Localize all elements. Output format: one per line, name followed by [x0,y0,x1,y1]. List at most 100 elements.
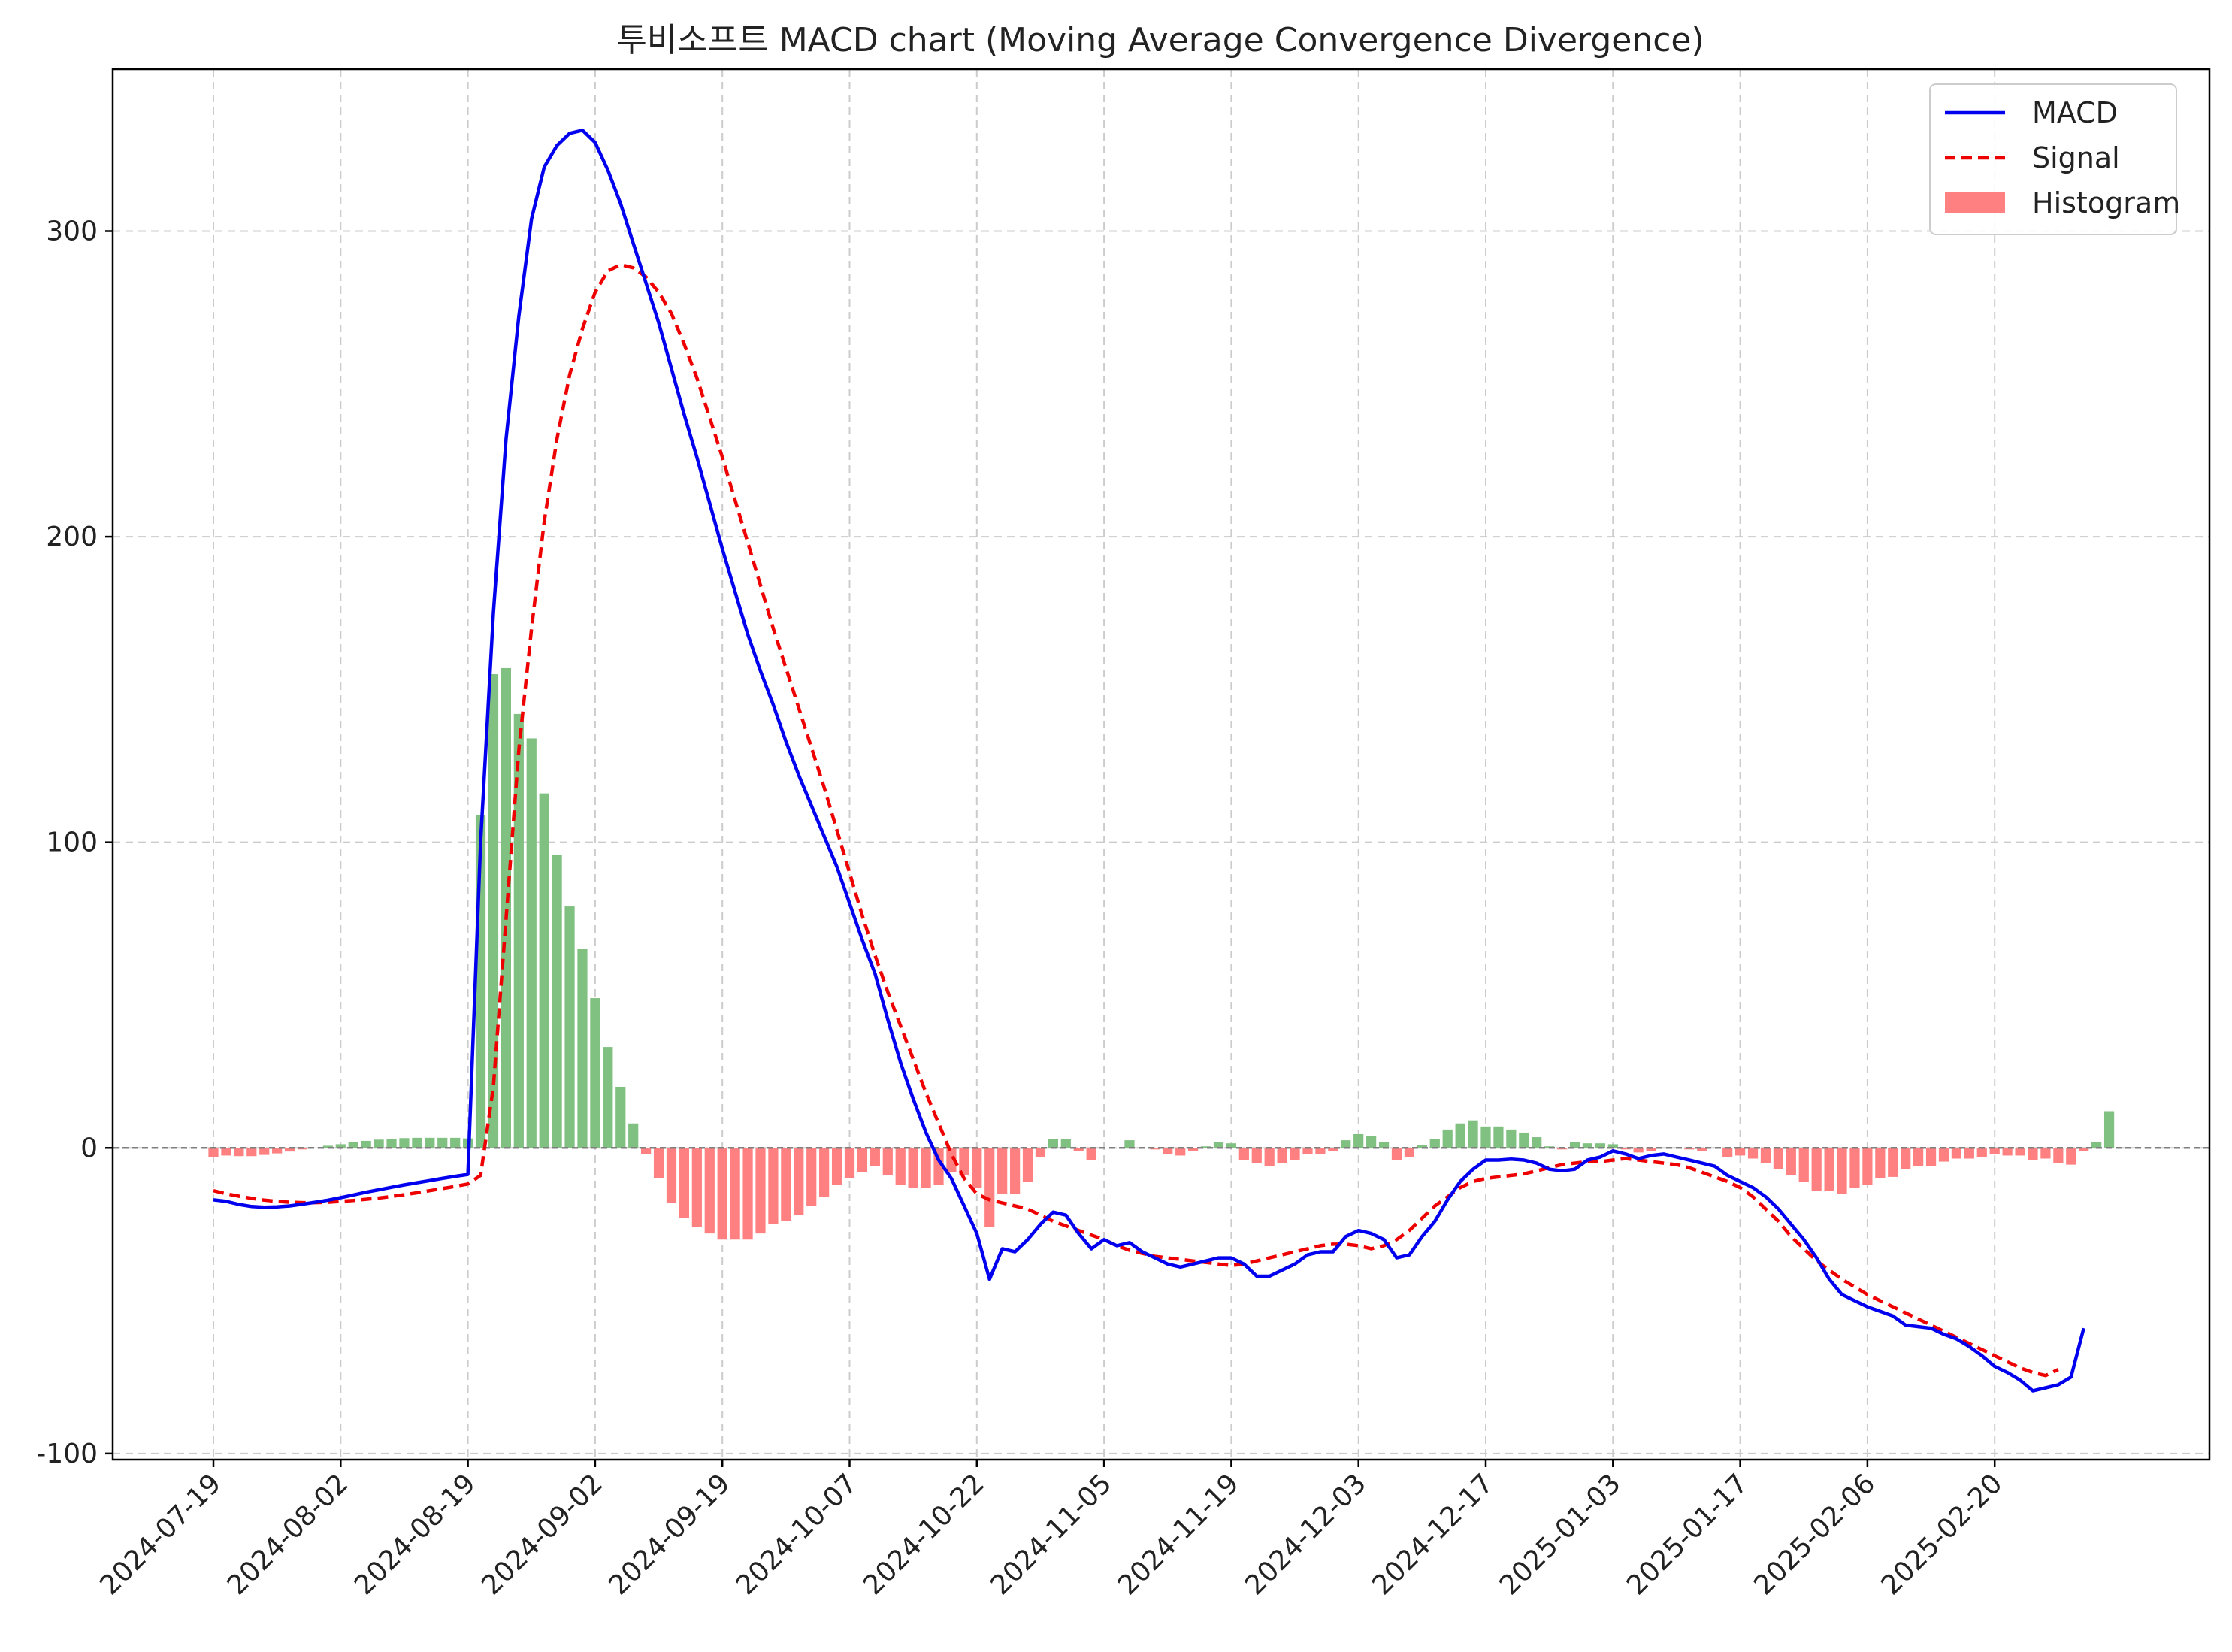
histogram-bar [691,1148,702,1227]
histogram-bar [399,1138,410,1148]
histogram-bar [1786,1148,1796,1175]
histogram-bar [1226,1143,1237,1148]
legend-signal-label: Signal [2032,141,2120,174]
histogram-bar [450,1137,461,1148]
legend-macd-label: MACD [2032,96,2118,129]
histogram-bar [1455,1123,1465,1148]
histogram-bar [1747,1148,1759,1159]
histogram-bar [425,1137,435,1148]
histogram-bar [704,1148,715,1234]
histogram-bar [959,1148,969,1175]
histogram-bar [501,667,511,1148]
histogram-bar [1073,1148,1084,1151]
histogram-bar [1391,1148,1402,1160]
histogram-bar [946,1148,957,1172]
histogram-bar [819,1148,830,1197]
histogram-bar [1506,1129,1517,1148]
histogram-bar [437,1137,448,1148]
histogram-bar [1976,1148,1987,1157]
histogram-bar [539,793,549,1148]
histogram-bar [831,1148,842,1185]
histogram-bars [208,667,2115,1240]
series-lines [213,129,2085,1393]
histogram-bar [208,1148,219,1157]
histogram-bar [1925,1148,1937,1166]
histogram-bar [972,1148,982,1188]
histogram-bar [1302,1148,1313,1154]
histogram-bar [1150,1148,1160,1150]
histogram-bar [1798,1148,1809,1182]
histogram-bar [259,1148,270,1155]
histogram-bar [590,998,600,1148]
histogram-bar [1086,1148,1096,1160]
plot-frame [111,68,2211,1461]
histogram-bar [1009,1148,1021,1194]
histogram-bar [361,1140,371,1148]
histogram-bar [1200,1146,1211,1148]
histogram-bar [552,854,562,1148]
histogram-bar [1951,1148,1962,1159]
histogram-bar [895,1148,906,1185]
histogram-bar [488,674,499,1148]
histogram-bar [2040,1148,2051,1159]
histogram-bar [1760,1148,1771,1163]
histogram-bar [2091,1142,2102,1148]
histogram-bar [1888,1148,1898,1177]
histogram-bar [1989,1148,2000,1154]
histogram-bar [1378,1142,1390,1148]
histogram-bar [1849,1148,1860,1188]
histogram-bar [603,1047,613,1148]
histogram-bar [806,1148,817,1206]
histogram-bar [615,1086,626,1148]
histogram-bar [2053,1148,2064,1163]
histogram-bar [1480,1126,1491,1148]
histogram-bar [1875,1148,1886,1178]
histogram-bar [234,1148,244,1157]
histogram-bar [1175,1148,1186,1156]
y-tick-label: 100 [46,828,98,858]
histogram-bar [1366,1136,1377,1148]
y-tick-label: 0 [80,1133,98,1163]
histogram-bar [1901,1148,1911,1169]
histogram-bar [1315,1148,1326,1154]
histogram-bar [1022,1148,1033,1182]
histogram-bar [1060,1139,1071,1148]
legend-histogram-label: Histogram [2032,186,2180,219]
histogram-bar [882,1148,893,1175]
histogram-bar [374,1139,384,1148]
histogram-bar [1277,1148,1287,1163]
legend: MACD Signal Histogram [1929,83,2180,235]
histogram-bar [1938,1148,1949,1162]
histogram-bar [1124,1140,1135,1148]
histogram-bar [679,1148,690,1218]
histogram-bar [666,1148,677,1203]
histogram-bar [768,1148,779,1224]
histogram-bar [1697,1148,1707,1151]
histogram-bar [335,1144,346,1148]
histogram-bar [781,1148,791,1221]
signal-line [213,262,2059,1378]
histogram-bar [742,1148,753,1240]
histogram-bar [2079,1148,2089,1151]
histogram-bar [1417,1145,1427,1148]
histogram-bar [844,1148,855,1178]
histogram-bar [322,1145,333,1148]
histogram-bar [653,1148,664,1178]
histogram-bar [2103,1111,2115,1148]
histogram-bar [1341,1140,1351,1148]
histogram-bar [1646,1148,1656,1151]
histogram-bar [1493,1126,1504,1148]
histogram-bar [1519,1132,1529,1148]
histogram-bar [1964,1148,1974,1159]
histogram-bar [1429,1139,1440,1148]
histogram-bar [997,1148,1008,1194]
histogram-bar [1595,1143,1605,1148]
histogram-bar [2015,1148,2025,1156]
histogram-bar [1862,1148,1873,1185]
histogram-bar [284,1148,295,1152]
histogram-bar [1722,1148,1733,1157]
histogram-bar [246,1148,257,1157]
